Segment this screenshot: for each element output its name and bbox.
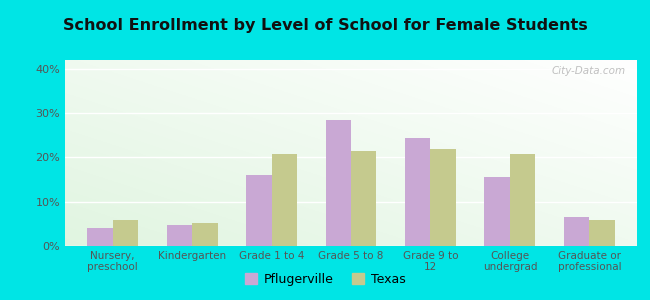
Text: School Enrollment by Level of School for Female Students: School Enrollment by Level of School for…	[62, 18, 588, 33]
Bar	[484, 177, 510, 246]
Text: City-Data.com: City-Data.com	[551, 66, 625, 76]
Bar	[166, 225, 192, 246]
Bar	[405, 137, 430, 246]
Bar	[564, 217, 590, 246]
Bar	[272, 154, 297, 246]
Bar	[351, 151, 376, 246]
Bar	[192, 223, 218, 246]
Bar	[87, 228, 112, 246]
Bar	[510, 154, 536, 246]
Bar	[112, 220, 138, 246]
Bar	[326, 120, 351, 246]
Bar	[590, 220, 615, 246]
Legend: Pflugerville, Texas: Pflugerville, Texas	[240, 268, 410, 291]
Bar	[246, 175, 272, 246]
Bar	[430, 149, 456, 246]
